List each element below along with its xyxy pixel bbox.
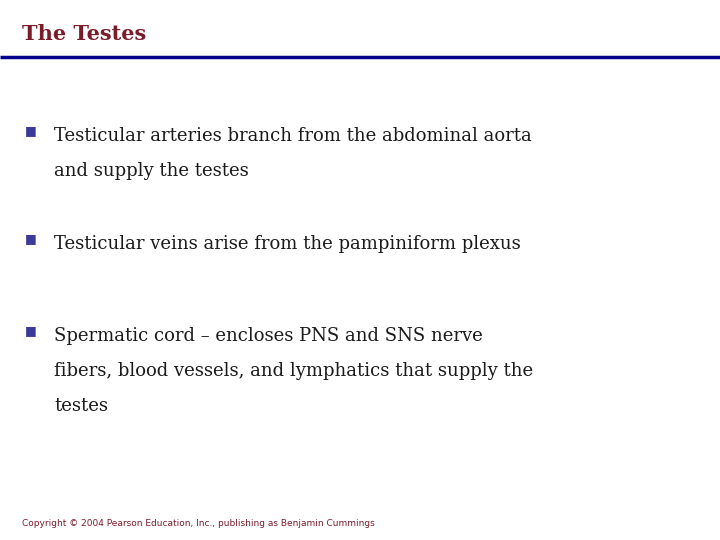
Text: ■: ■	[25, 232, 37, 245]
Text: ■: ■	[25, 324, 37, 337]
Text: Copyright © 2004 Pearson Education, Inc., publishing as Benjamin Cummings: Copyright © 2004 Pearson Education, Inc.…	[22, 519, 374, 528]
Text: The Testes: The Testes	[22, 24, 146, 44]
Text: ■: ■	[25, 124, 37, 137]
Text: fibers, blood vessels, and lymphatics that supply the: fibers, blood vessels, and lymphatics th…	[54, 362, 533, 380]
Text: testes: testes	[54, 397, 108, 415]
Text: Testicular arteries branch from the abdominal aorta: Testicular arteries branch from the abdo…	[54, 127, 532, 145]
Text: Spermatic cord – encloses PNS and SNS nerve: Spermatic cord – encloses PNS and SNS ne…	[54, 327, 482, 345]
Text: and supply the testes: and supply the testes	[54, 162, 248, 180]
Text: Testicular veins arise from the pampiniform plexus: Testicular veins arise from the pampinif…	[54, 235, 521, 253]
